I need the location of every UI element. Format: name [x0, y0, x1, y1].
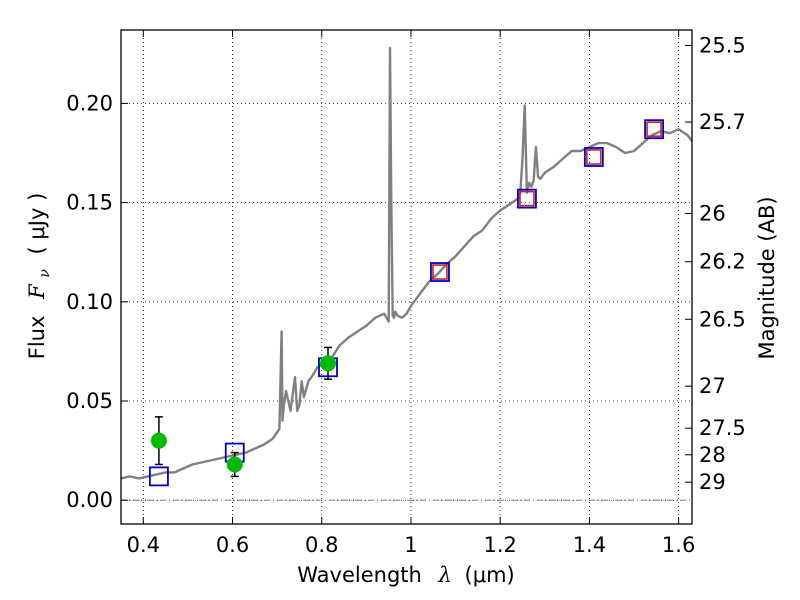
observed-photometry-point	[226, 456, 243, 473]
y2-tick-label: 25.5	[699, 33, 746, 57]
band-flux-marker	[646, 121, 662, 137]
model-photometry-point	[644, 119, 664, 140]
y2-tick-label: 26.5	[699, 307, 746, 331]
observed-photometry-point	[150, 432, 167, 449]
model-photometry-point	[517, 188, 537, 209]
x-axis-label: Wavelength λ (μm)	[297, 563, 514, 587]
band-flux-marker	[432, 264, 448, 280]
x-axis-label-text: Wavelength	[297, 563, 422, 587]
y-axis-label: Flux F ν ( μJy )	[25, 193, 54, 360]
x-axis-label-symbol: λ	[438, 563, 452, 587]
x-tick-label: 0.8	[305, 533, 338, 557]
y-tick-label: 0.15	[66, 191, 113, 215]
model-photometry-point	[430, 262, 450, 282]
band-flux-marker	[519, 190, 535, 207]
y-axis-label-unit: ( μJy )	[25, 193, 49, 255]
band-flux-marker	[586, 149, 602, 165]
y2-tick-label: 27.5	[699, 416, 746, 440]
y-axis-label-subscript: ν	[37, 269, 53, 278]
x-tick-label: 0.6	[216, 533, 249, 557]
y2-tick-label: 28	[699, 443, 726, 467]
y2-tick-label: 26.2	[699, 250, 746, 274]
model-photometry-point	[149, 466, 169, 487]
markers-layer	[149, 119, 664, 487]
y2-tick-label: 25.7	[699, 110, 746, 134]
y-tick-label: 0.20	[66, 91, 113, 115]
model-photometry-point	[583, 147, 604, 167]
x-tick-label: 0.4	[127, 533, 160, 557]
y2-axis-label: Magnitude (AB)	[755, 196, 779, 359]
ticks-layer: 0.4 0.6 0.8 1 1.2 1.4 1.6 0.00 0.05 0.10 0.15 0.20 2…	[66, 30, 746, 557]
y-axis-label-symbol: F	[25, 283, 49, 300]
x-axis-label-unit: (μm)	[465, 563, 515, 587]
x-tick-label: 1.2	[483, 533, 516, 557]
spectrum-layer	[120, 46, 693, 480]
observed-photometry-point	[319, 355, 336, 372]
grid	[121, 30, 692, 524]
x-tick-label: 1.4	[573, 533, 606, 557]
x-tick-label: 1	[404, 533, 417, 557]
y2-tick-label: 27	[699, 374, 726, 398]
x-tick-label: 1.6	[662, 533, 695, 557]
y-tick-label: 0.10	[66, 290, 113, 314]
y-tick-label: 0.05	[66, 389, 113, 413]
spectrum-line	[120, 46, 693, 480]
y2-tick-label: 29	[699, 470, 726, 494]
y-axis-label-text: Flux	[25, 316, 49, 360]
y2-tick-label: 26	[699, 202, 726, 226]
y-tick-label: 0.00	[66, 488, 113, 512]
plot-frame	[120, 29, 693, 525]
